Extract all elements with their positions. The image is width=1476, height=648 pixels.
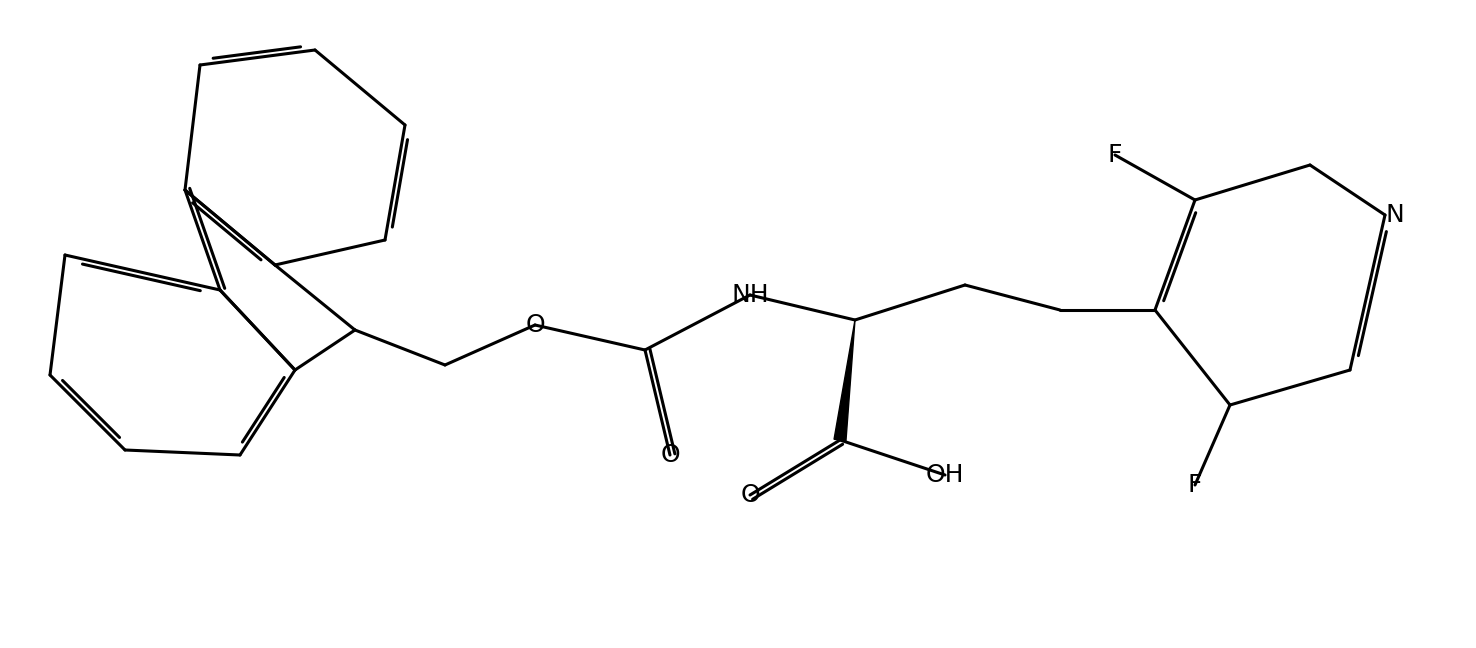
Polygon shape <box>834 320 855 441</box>
Text: N: N <box>1384 203 1404 227</box>
Text: O: O <box>739 483 760 507</box>
Text: F: F <box>1188 473 1203 497</box>
Text: O: O <box>660 443 680 467</box>
Text: F: F <box>1108 143 1122 167</box>
Text: NH: NH <box>731 283 769 307</box>
Text: OH: OH <box>925 463 964 487</box>
Text: O: O <box>525 313 545 337</box>
